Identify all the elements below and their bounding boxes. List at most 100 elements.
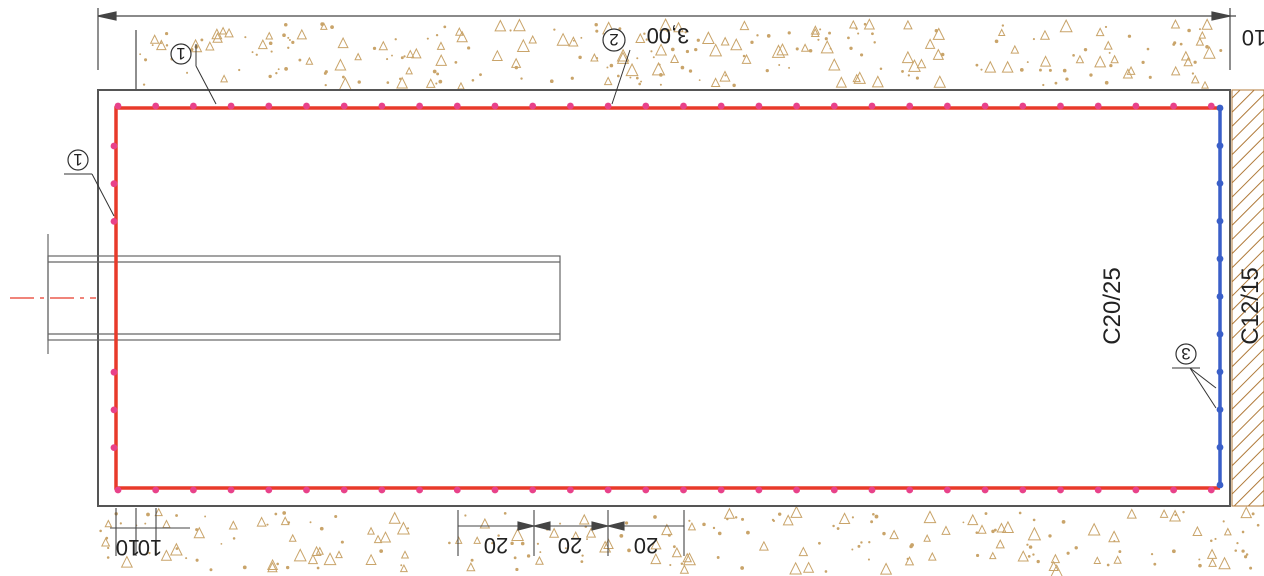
rebar-dot [755, 102, 763, 110]
soil-speck [853, 71, 867, 84]
soil-speck [1222, 520, 1225, 523]
soil-speck [365, 553, 377, 565]
soil-speck [1198, 563, 1202, 568]
soil-speck [650, 538, 662, 550]
soil-speck [334, 514, 338, 519]
soil-speck [266, 523, 269, 526]
rebar-dot [114, 486, 122, 494]
rebar-dot [453, 486, 461, 494]
rebar-dot [830, 486, 838, 494]
soil-speck [435, 54, 448, 66]
soil-speck [756, 34, 759, 37]
soil-speck [1028, 545, 1033, 549]
soil-speck [107, 546, 110, 550]
soil-speck [667, 38, 670, 41]
soil-speck [618, 27, 622, 31]
soil-speck [789, 561, 803, 575]
soil-speck [658, 63, 661, 66]
soil-speck [1153, 562, 1157, 566]
svg-text:1: 1 [73, 150, 82, 169]
soil-speck [456, 30, 469, 43]
soil-speck [340, 540, 344, 544]
soil-speck [1240, 506, 1253, 519]
soil-speck [165, 44, 169, 47]
rebar-dot [1207, 102, 1215, 110]
soil-speck [154, 507, 163, 517]
soil-speck [169, 542, 183, 556]
rebar-dot [303, 102, 310, 110]
soil-speck [730, 38, 743, 51]
soil-speck [1148, 75, 1152, 79]
soil-speck [1218, 556, 1231, 570]
soil-speck [175, 547, 179, 550]
soil-speck [373, 534, 383, 544]
soil-speck [1104, 80, 1109, 85]
soil-speck [436, 41, 446, 50]
lean-concrete-hatch [1231, 89, 1264, 507]
soil-speck [1108, 51, 1111, 54]
soil-speck [324, 70, 328, 74]
soil-speck [1195, 37, 1205, 46]
soil-speck [435, 82, 438, 85]
soil-speck [378, 40, 389, 51]
soil-speck [835, 76, 848, 88]
soil-speck [824, 37, 828, 41]
soil-speck [679, 564, 690, 574]
rebar-dot [265, 486, 273, 494]
soil-speck [515, 567, 519, 572]
soil-speck [635, 32, 646, 44]
soil-speck [287, 36, 290, 39]
rebar-dots-bottom [114, 486, 1215, 494]
soil-speck [454, 536, 463, 544]
soil-speck [256, 516, 267, 527]
soil-speck [595, 29, 599, 33]
rebar-dot [680, 486, 687, 494]
soil-speck [659, 83, 662, 86]
soil-speck [337, 36, 349, 49]
soil-speck [848, 19, 858, 29]
soil-speck [680, 562, 684, 565]
soil-speck [438, 79, 443, 84]
soil-speck [1198, 558, 1201, 561]
rebar-dot [1170, 486, 1177, 494]
soil-speck [907, 74, 910, 77]
soil-speck [436, 72, 440, 76]
soil-speck [1050, 553, 1061, 564]
soil-speck [672, 545, 676, 549]
soil-speck [120, 555, 134, 568]
rebar-dot [1170, 102, 1177, 110]
soil-speck [820, 40, 834, 54]
soil-speck [162, 519, 171, 529]
soil-speck [910, 543, 914, 547]
soil-speck [1042, 83, 1045, 87]
soil-speck [653, 515, 657, 519]
soil-speck [873, 41, 876, 44]
soil-speck [1169, 509, 1182, 522]
soil-speck [685, 49, 690, 54]
soil-speck [1174, 513, 1177, 517]
rebar-dot [1019, 486, 1027, 494]
soil-speck [1193, 60, 1197, 64]
soil-speck [776, 43, 789, 56]
rebar-dot [604, 102, 612, 110]
soil-speck [1109, 64, 1113, 68]
soil-speck [536, 542, 540, 545]
soil-speck [1198, 30, 1207, 39]
soil-speck [975, 553, 980, 558]
rebar-dot [1216, 443, 1224, 451]
soil-speck [940, 52, 945, 57]
soil-speck [1201, 80, 1209, 89]
soil-speck [1126, 508, 1137, 519]
soil-speck [323, 552, 337, 566]
soil-speck [467, 46, 471, 50]
soil-speck [516, 38, 530, 52]
soil-speck [549, 79, 554, 84]
soil-speck [962, 521, 965, 524]
soil-speck [1182, 510, 1185, 514]
soil-speck [311, 545, 322, 556]
soil-speck [151, 44, 154, 47]
soil-speck [244, 36, 247, 39]
soil-speck [1048, 534, 1052, 538]
rebar-dot [152, 102, 160, 110]
rebar-dot [1216, 255, 1224, 263]
